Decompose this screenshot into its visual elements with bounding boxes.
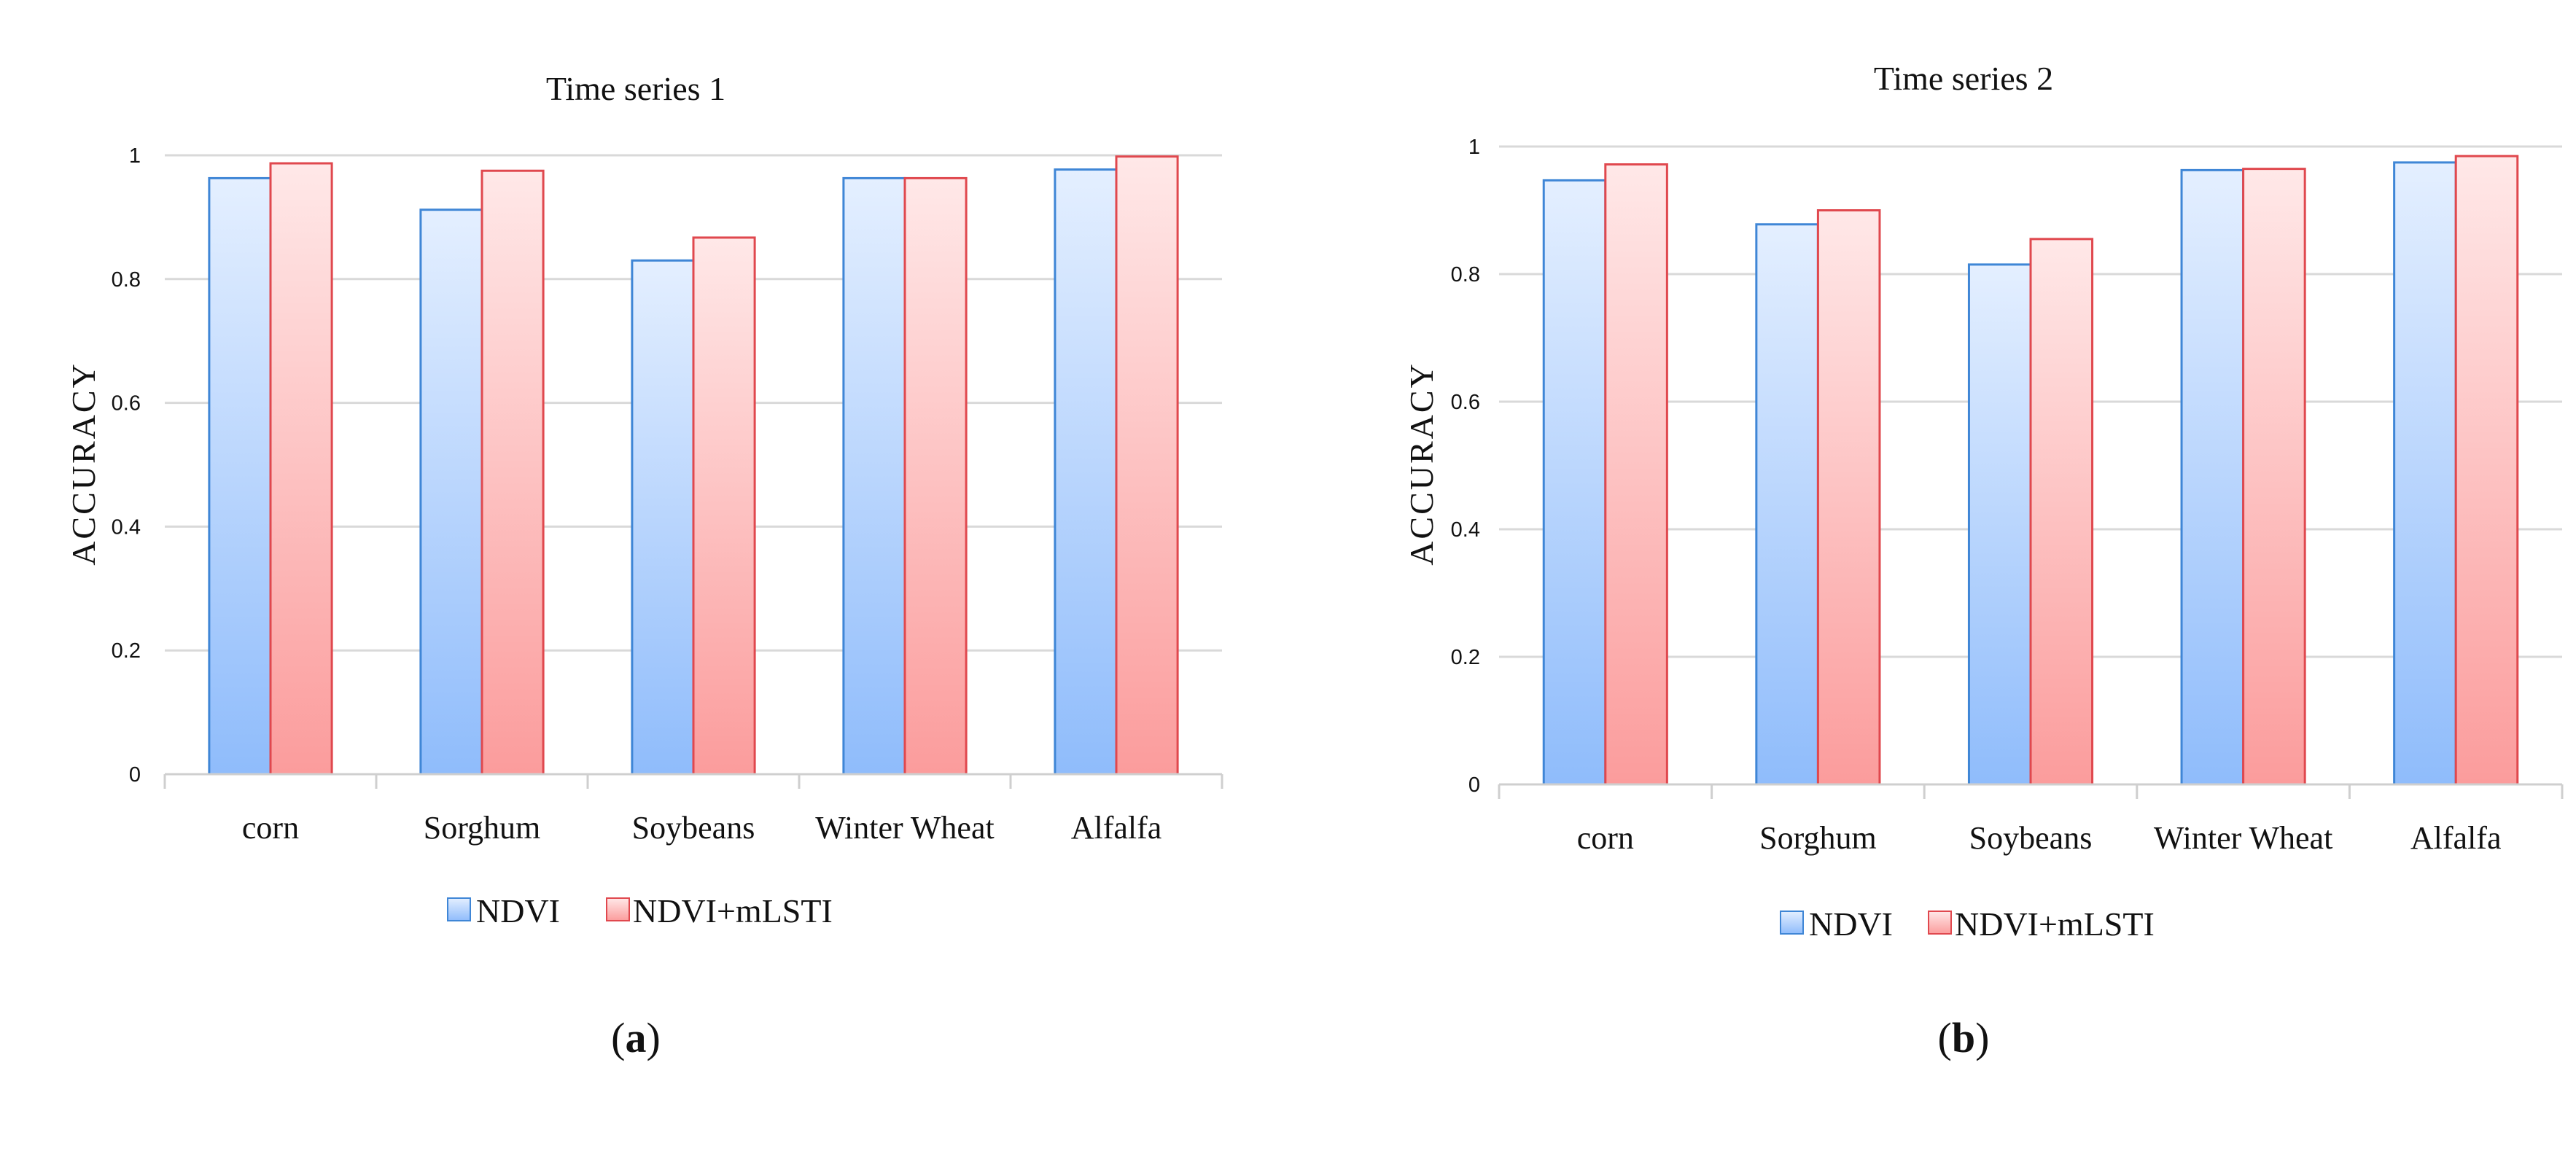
y-tick-labels: 0 0.2 0.4 0.6 0.8 1 <box>112 144 141 787</box>
chart-panel-b: Time series 2 ACCURACY 0 0.2 0.4 0.6 0.8… <box>1403 60 2564 1061</box>
x-tick-label: Alfalfa <box>2410 820 2502 856</box>
bar-ndvi-mlsti-alfalfa <box>2454 155 2519 786</box>
legend-label-ndvi: NDVI <box>476 892 560 929</box>
bar-ndvi-soybeans <box>631 259 695 776</box>
legend-label-ndvi-mlsti: NDVI+mLSTI <box>633 892 833 929</box>
bar-ndvi-alfalfa <box>1054 168 1118 776</box>
bar-ndvi-mlsti-winter-wheat <box>2242 168 2306 786</box>
y-tick-label: 0.6 <box>1451 391 1480 414</box>
x-tick-label: Sorghum <box>1759 820 1877 856</box>
y-tick-label: 0.2 <box>112 639 141 663</box>
bar-ndvi-mlsti-sorghum <box>1816 209 1881 786</box>
y-tick-label: 0.8 <box>1451 263 1480 286</box>
legend: NDVI NDVI+mLSTI <box>1780 905 2155 943</box>
y-tick-label: 0.4 <box>1451 518 1480 542</box>
bar-ndvi-mlsti-soybeans <box>692 236 756 776</box>
x-tick-marks <box>163 774 1223 789</box>
legend-label-ndvi: NDVI <box>1809 905 1893 943</box>
x-tick-labels: corn Sorghum Soybeans Winter Wheat Alfal… <box>1577 820 2502 856</box>
chart-title: Time series 2 <box>1874 60 2053 97</box>
bar-ndvi-mlsti-soybeans <box>2029 238 2094 786</box>
y-tick-label: 0.4 <box>112 515 141 539</box>
y-tick-label: 0.8 <box>112 268 141 292</box>
x-tick-marks <box>1498 784 2564 799</box>
chart-panel-a: Time series 1 ACCURACY 0 0.2 0.4 0.6 0.8… <box>65 70 1223 1061</box>
y-tick-label: 0 <box>1468 773 1480 797</box>
legend-swatch-ndvi <box>447 897 471 921</box>
legend: NDVI NDVI+mLSTI <box>447 892 833 929</box>
bar-ndvi-soybeans <box>1967 263 2032 786</box>
x-tick-label: Alfalfa <box>1071 810 1162 846</box>
bars <box>1542 155 2519 786</box>
x-tick-label: Winter Wheat <box>815 810 994 846</box>
bars <box>208 155 1179 776</box>
bar-ndvi-sorghum <box>1755 223 1819 786</box>
x-tick-label: Sorghum <box>424 810 541 846</box>
bar-ndvi-mlsti-winter-wheat <box>903 176 968 776</box>
bar-ndvi-corn <box>1542 179 1607 786</box>
y-tick-label: 1 <box>1468 136 1480 159</box>
y-tick-labels: 0 0.2 0.4 0.6 0.8 1 <box>1451 136 1480 797</box>
legend-swatch-ndvi-mlsti <box>606 897 630 921</box>
panel-label-b: (b) <box>1938 1014 1990 1061</box>
y-tick-label: 0.2 <box>1451 646 1480 669</box>
x-tick-label: Soybeans <box>1969 820 2093 856</box>
x-tick-label: corn <box>242 810 299 846</box>
y-tick-label: 0.6 <box>112 392 141 416</box>
bar-ndvi-corn <box>208 176 272 776</box>
legend-label-ndvi-mlsti: NDVI+mLSTI <box>1955 905 2155 943</box>
bar-ndvi-winter-wheat <box>842 176 906 776</box>
y-axis-label: ACCURACY <box>1403 362 1440 566</box>
bar-ndvi-mlsti-corn <box>1604 163 1668 786</box>
x-tick-label: corn <box>1577 820 1634 856</box>
y-axis-label: ACCURACY <box>65 362 102 566</box>
legend-swatch-ndvi-mlsti <box>1928 911 1952 935</box>
panel-label-a: (a) <box>611 1014 661 1061</box>
bar-ndvi-alfalfa <box>2393 161 2457 786</box>
x-tick-label: Winter Wheat <box>2154 820 2332 856</box>
legend-swatch-ndvi <box>1780 911 1804 935</box>
bar-ndvi-mlsti-alfalfa <box>1115 155 1179 776</box>
bar-ndvi-sorghum <box>419 208 483 776</box>
y-tick-label: 0 <box>129 763 141 787</box>
x-tick-labels: corn Sorghum Soybeans Winter Wheat Alfal… <box>242 810 1161 846</box>
x-tick-label: Soybeans <box>632 810 755 846</box>
chart-title: Time series 1 <box>546 70 725 107</box>
bar-ndvi-winter-wheat <box>2180 168 2245 786</box>
bar-ndvi-mlsti-sorghum <box>480 169 545 776</box>
bar-ndvi-mlsti-corn <box>269 162 333 776</box>
y-tick-label: 1 <box>129 144 141 168</box>
